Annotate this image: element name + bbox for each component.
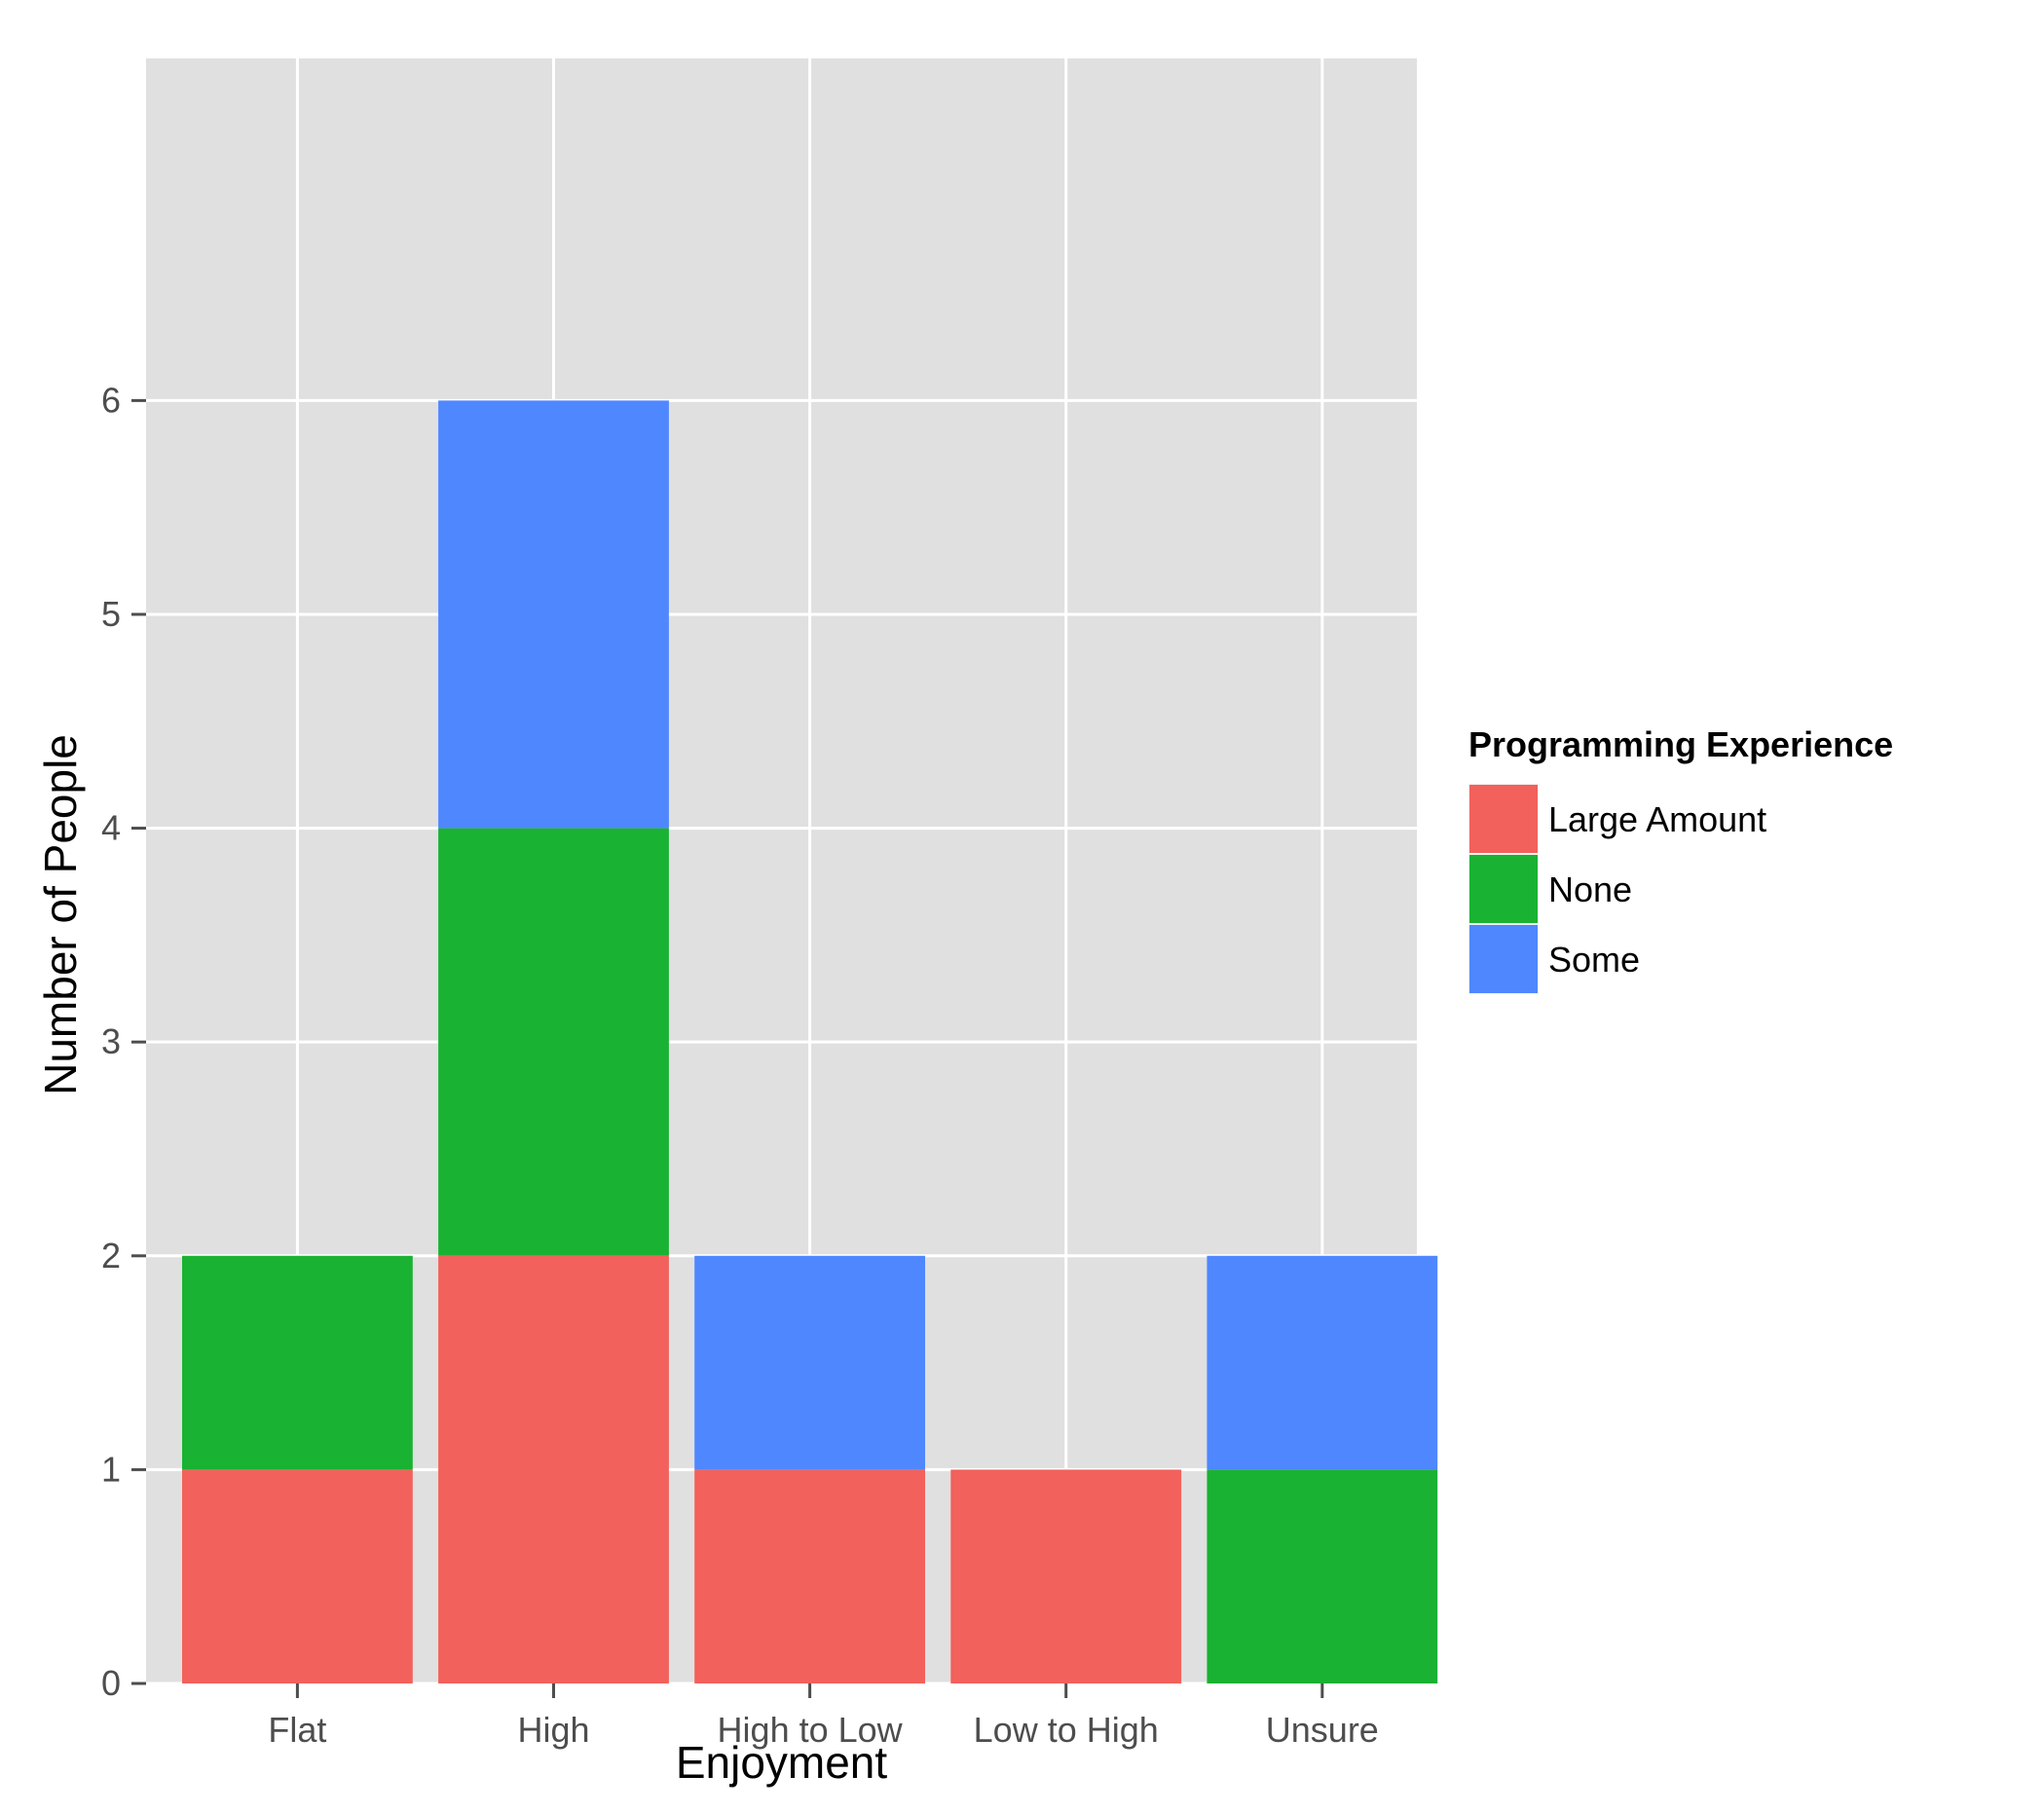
bar-high-some bbox=[438, 400, 669, 829]
legend-items: Large Amount None Some bbox=[1468, 784, 1766, 994]
bars bbox=[182, 400, 1438, 1683]
bar-high-to-low-large-amount bbox=[694, 1469, 926, 1683]
legend: Programming Experience Large Amount None S… bbox=[1468, 724, 1893, 994]
bar-high-large-amount bbox=[438, 1255, 669, 1683]
y-tick-label: 3 bbox=[101, 1021, 121, 1061]
bar-high-to-low-some bbox=[694, 1255, 926, 1470]
x-tick-label: High to Low bbox=[718, 1710, 904, 1750]
y-tick-label: 1 bbox=[101, 1449, 121, 1489]
legend-swatch-large-amount bbox=[1469, 785, 1538, 853]
axes: 0 1 2 3 4 5 6 Flat High High to Low Low to High Uns… bbox=[101, 380, 1379, 1750]
bar-unsure-some bbox=[1207, 1255, 1438, 1470]
legend-swatch-none bbox=[1469, 855, 1538, 923]
legend-label: Large Amount bbox=[1548, 799, 1766, 839]
y-tick-label: 0 bbox=[101, 1663, 121, 1703]
y-tick-label: 2 bbox=[101, 1236, 121, 1276]
x-axis-title: Enjoyment bbox=[676, 1737, 888, 1788]
bar-low-to-high-large-amount bbox=[950, 1469, 1182, 1683]
x-tick-label: High bbox=[517, 1710, 589, 1750]
bar-flat-none bbox=[182, 1255, 413, 1470]
x-tick-label: Low to High bbox=[974, 1710, 1159, 1750]
y-tick-label: 5 bbox=[101, 594, 121, 634]
bar-unsure-none bbox=[1207, 1469, 1438, 1683]
legend-swatch-some bbox=[1469, 925, 1538, 993]
legend-label: Some bbox=[1548, 940, 1640, 980]
legend-title: Programming Experience bbox=[1468, 724, 1893, 764]
y-tick-label: 6 bbox=[101, 380, 121, 420]
bar-high-none bbox=[438, 828, 669, 1256]
legend-label: None bbox=[1548, 869, 1632, 909]
bar-flat-large-amount bbox=[182, 1469, 413, 1683]
y-tick-label: 4 bbox=[101, 808, 121, 848]
x-tick-label: Flat bbox=[268, 1710, 326, 1750]
y-axis-title: Number of People bbox=[35, 734, 86, 1095]
x-tick-label: Unsure bbox=[1266, 1710, 1379, 1750]
